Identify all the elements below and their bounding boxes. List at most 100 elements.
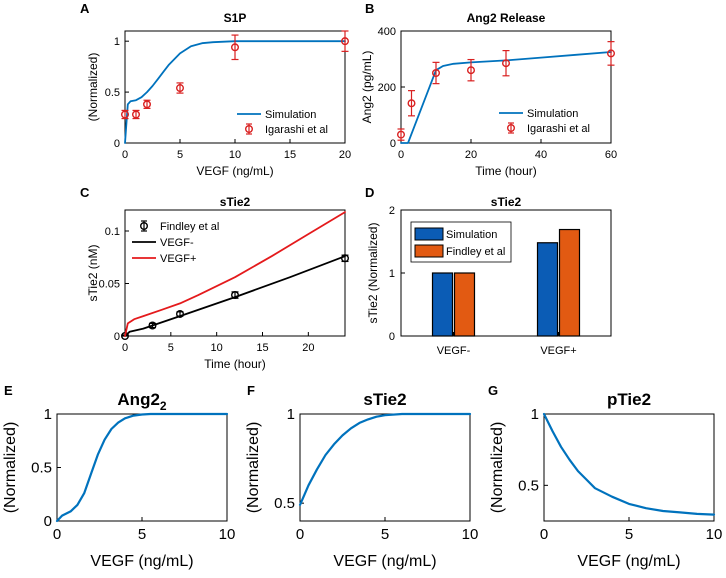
x-tick-label: 20 (302, 342, 314, 354)
y-tick-label: 0.5 (31, 460, 52, 477)
legend-label: VEGF+ (160, 253, 196, 265)
y-tick-label: 0 (114, 138, 120, 150)
panel-letter: B (365, 1, 374, 16)
x-tick-label: 5 (168, 342, 174, 354)
x-tick-label: 60 (605, 149, 617, 161)
x-axis-label: VEGF (ng/mL) (577, 553, 680, 570)
y-axis-label: (Normalized) (2, 422, 19, 514)
x-axis-label: Time (hour) (204, 357, 266, 371)
y-tick-label: 1 (287, 406, 295, 423)
legend-label: Igarashi et al (527, 123, 590, 135)
x-tick-label: 0 (122, 342, 128, 354)
legend-swatch (414, 227, 444, 241)
data-point-findley-et-al (148, 321, 157, 330)
y-tick-label: 1 (389, 268, 395, 280)
x-tick-label: 5 (177, 149, 183, 161)
x-axis-label: VEGF (ng/mL) (90, 553, 193, 570)
chart-title: S1P (224, 11, 247, 25)
y-axis-label: (Normalized) (489, 422, 506, 514)
chart-title: Ang22 (117, 390, 167, 413)
panel-letter: G (488, 383, 498, 398)
data-point-igarashi-et-al (230, 43, 239, 52)
y-axis-label: sTie2 (nM) (86, 245, 100, 302)
plot-frame (56, 413, 228, 522)
series-line-simulation (400, 51, 612, 144)
y-tick-label: 0.5 (274, 495, 295, 512)
x-tick-label: 15 (256, 342, 268, 354)
x-tick-label: 0 (122, 149, 128, 161)
x-axis-label: Time (hour) (475, 164, 537, 178)
bar-findley-et-al-vegf (453, 272, 476, 337)
legend-label: VEGF- (160, 237, 194, 249)
x-tick-label: 0 (540, 526, 548, 543)
legend-label: Igarashi et al (265, 124, 328, 136)
legend-label: Findley et al (446, 246, 505, 258)
x-tick-label: 15 (284, 149, 296, 161)
y-axis-label: (Normalized) (86, 53, 100, 122)
chart-title-subscript: 2 (160, 399, 167, 413)
y-tick-label: 0.5 (105, 87, 120, 99)
x-tick-label: 10 (229, 149, 241, 161)
panel-a: A S1P 0 5 10 15 20 0 0.5 1 VEGF (ng/mL) (Normalized… (80, 1, 351, 178)
x-tick-label: 0 (398, 149, 404, 161)
data-point-igarashi-et-al (120, 110, 129, 119)
x-tick-label: 10 (219, 526, 236, 543)
y-tick-label: 1 (44, 406, 52, 423)
data-point-igarashi-et-al (607, 49, 616, 58)
data-point-igarashi-et-al (131, 110, 140, 119)
y-tick-label: 1 (114, 36, 120, 48)
series-line-vegf- (124, 255, 346, 337)
x-tick-label: 10 (462, 526, 479, 543)
data-point-findley-et-al (175, 309, 184, 318)
y-tick-label: 0 (114, 331, 120, 343)
y-tick-label: 0.1 (105, 226, 120, 238)
x-tick-label: 10 (211, 342, 223, 354)
x-tick-label: 20 (339, 149, 351, 161)
series-line-ptie2 (542, 412, 716, 516)
bar-simulation-vegf (536, 242, 559, 337)
data-point-igarashi-et-al (407, 99, 416, 108)
legend-label: Simulation (446, 229, 497, 241)
legend-marker (507, 123, 516, 132)
data-point-igarashi-et-al (341, 37, 350, 46)
panel-letter: C (80, 185, 90, 200)
x-axis-label: VEGF (ng/mL) (333, 553, 436, 570)
bar-findley-et-al-vegf (558, 228, 581, 337)
y-tick-label: 0 (389, 331, 395, 343)
x-tick-label: 0 (53, 526, 61, 543)
plot-frame (124, 209, 346, 337)
panel-letter: D (365, 185, 374, 200)
y-tick-label: 0.05 (99, 279, 120, 291)
x-tick-label: 20 (465, 149, 477, 161)
legend-marker (244, 124, 253, 133)
y-tick-label: 200 (378, 82, 396, 94)
x-axis-label: VEGF (ng/mL) (196, 164, 273, 178)
legend-label: Simulation (265, 109, 316, 121)
legend-swatch (414, 244, 444, 258)
panel-letter: A (80, 1, 90, 16)
chart-title: Ang2 Release (467, 11, 546, 25)
panel-b: B Ang2 Release 0 20 40 60 0 200 400 Time (hour) An… (360, 1, 617, 178)
bar-simulation-vegf (431, 272, 454, 337)
chart-title: sTie2 (220, 195, 251, 209)
y-tick-label: 0 (390, 138, 396, 150)
x-tick-label: 5 (381, 526, 389, 543)
y-axis-label: sTie2 (Normalized) (366, 223, 380, 324)
y-axis-label: (Normalized) (245, 422, 262, 514)
x-tick-label: 10 (706, 526, 723, 543)
chart-title: sTie2 (363, 390, 406, 409)
series-line-vegf- (124, 211, 346, 337)
plot-frame (299, 413, 471, 522)
x-tick-label: 5 (138, 526, 146, 543)
x-tick-label: 5 (625, 526, 633, 543)
panel-letter: E (4, 383, 13, 398)
series-line-stie2 (298, 412, 472, 506)
legend-marker (139, 221, 148, 230)
chart-title: pTie2 (607, 390, 651, 409)
data-point-igarashi-et-al (142, 100, 151, 109)
chart-title: sTie2 (491, 195, 522, 209)
